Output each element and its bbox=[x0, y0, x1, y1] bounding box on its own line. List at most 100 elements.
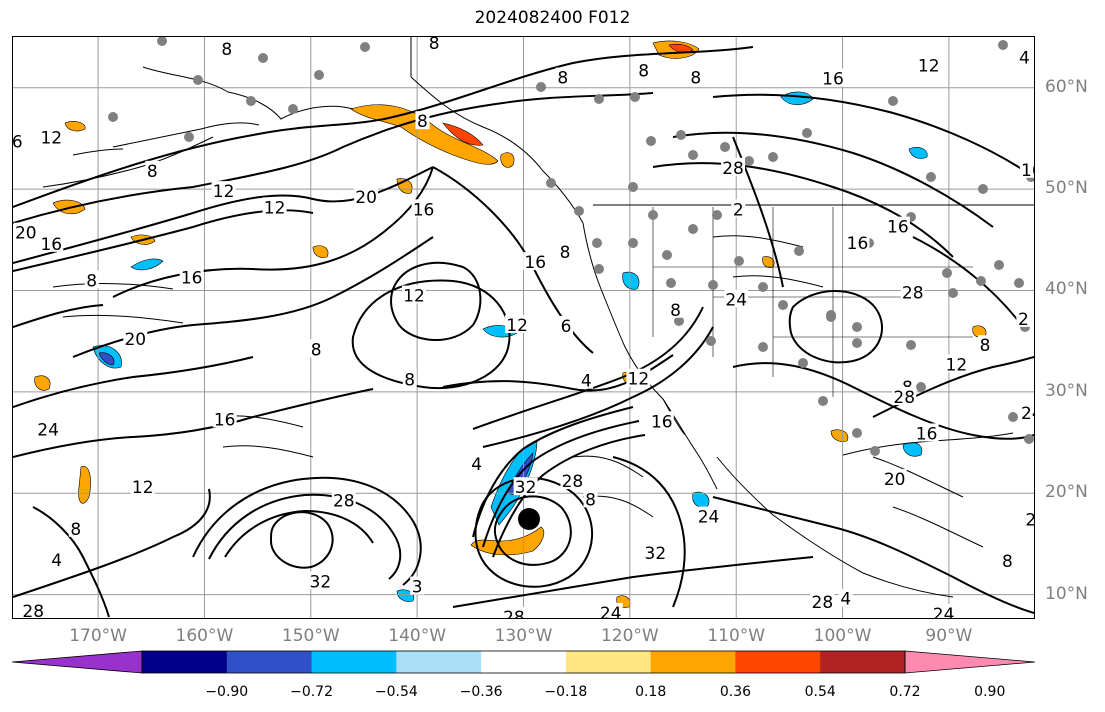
station-dot bbox=[852, 428, 862, 438]
lat-label: 30°N bbox=[1045, 380, 1088, 401]
colorbar-cell bbox=[735, 651, 821, 673]
contour-e-16 bbox=[652, 162, 954, 258]
lon-label: 120°W bbox=[600, 626, 659, 646]
contour-label: 12 bbox=[918, 56, 940, 76]
station-dot bbox=[594, 264, 604, 274]
station-dot bbox=[1008, 412, 1018, 422]
contour-label-bg bbox=[469, 453, 484, 472]
contour-label: 28 bbox=[893, 388, 915, 408]
contour-label-bg bbox=[211, 181, 236, 200]
station-dot bbox=[852, 322, 862, 332]
contour-label: 6 bbox=[13, 132, 23, 152]
contour-label-bg bbox=[555, 67, 570, 86]
station-dot bbox=[942, 268, 952, 278]
contour-label-bg bbox=[626, 368, 651, 387]
colorbar-cell bbox=[650, 651, 736, 673]
contour-label: 8 bbox=[1002, 552, 1013, 572]
contour-label: 16 bbox=[413, 200, 435, 220]
lon-label: 150°W bbox=[281, 626, 340, 646]
contour-label: 16 bbox=[181, 268, 203, 288]
colorbar-cell bbox=[565, 651, 652, 673]
aleutian-arc bbox=[42, 136, 214, 188]
station-dot bbox=[794, 246, 804, 256]
station-dot bbox=[288, 104, 298, 114]
contour-misc-3 bbox=[612, 456, 686, 608]
colorbar-tick-label: −0.90 bbox=[205, 684, 249, 700]
contour-label-bg bbox=[68, 518, 83, 537]
contour-label-bg bbox=[892, 386, 917, 405]
shade-e-blue-3 bbox=[902, 442, 923, 457]
contour-s-28 bbox=[13, 488, 211, 598]
alaska-coast bbox=[72, 66, 354, 156]
contour-label: 32 bbox=[645, 544, 667, 564]
contour-cal-12 bbox=[482, 326, 714, 448]
colorbar-cell bbox=[226, 651, 313, 673]
contour-label: 12 bbox=[132, 478, 154, 498]
shade-west-5 bbox=[78, 466, 91, 504]
contour-label-bg bbox=[308, 571, 333, 590]
contour-label-bg bbox=[145, 160, 160, 179]
contour-label-bg bbox=[944, 354, 969, 373]
contour-hurr-ring-2 bbox=[474, 477, 594, 588]
contour-label: 8 bbox=[221, 40, 232, 60]
colorbar-tick-label: −0.18 bbox=[544, 684, 588, 700]
thin-5 bbox=[712, 235, 824, 288]
colorbar-tick-label: −0.72 bbox=[290, 684, 333, 700]
contour-label: 8 bbox=[429, 37, 440, 54]
contour-label: 2 bbox=[1025, 511, 1034, 531]
hurricane-center-icon bbox=[518, 508, 540, 530]
contour-sw-24 bbox=[13, 388, 374, 458]
station-dot bbox=[734, 256, 744, 266]
station-dot bbox=[648, 210, 658, 220]
contour-label: 4 bbox=[1019, 48, 1030, 68]
contour-label: 16 bbox=[1021, 161, 1034, 181]
lat-label: 10°N bbox=[1045, 583, 1088, 604]
contour-misc-2 bbox=[32, 506, 110, 618]
contour-label: 8 bbox=[70, 520, 81, 540]
contour-label: 8 bbox=[638, 61, 649, 81]
station-dot bbox=[628, 182, 638, 192]
contour-label: 8 bbox=[557, 69, 568, 89]
station-dot bbox=[688, 150, 698, 160]
contour-label: 8 bbox=[417, 112, 428, 132]
contour-16a bbox=[112, 166, 434, 298]
station-dot bbox=[798, 358, 808, 368]
contour-label: 8 bbox=[670, 301, 681, 321]
contour-label: 32 bbox=[515, 478, 537, 498]
contour-label: 28 bbox=[333, 491, 355, 511]
contour-label-bg bbox=[415, 111, 430, 130]
contour-label: 3 bbox=[412, 578, 423, 598]
colorbar-tick-label: 0.90 bbox=[974, 684, 1006, 700]
colorbar-cell bbox=[481, 651, 567, 673]
colorbar-tick-label: 0.54 bbox=[804, 684, 836, 700]
station-dot bbox=[246, 96, 256, 106]
station-dot bbox=[906, 340, 916, 350]
contour-label-bg bbox=[931, 603, 956, 618]
contour-label: 16 bbox=[822, 70, 844, 90]
station-dot bbox=[360, 42, 370, 52]
contour-label-bg bbox=[523, 252, 548, 271]
contour-label-bg bbox=[130, 477, 155, 496]
colorbar bbox=[12, 650, 1035, 674]
colorbar-cell bbox=[820, 651, 906, 673]
contour-label: 16 bbox=[651, 412, 673, 432]
contour-label: 12 bbox=[506, 316, 528, 336]
station-dot bbox=[994, 260, 1004, 270]
lat-label: 40°N bbox=[1045, 279, 1088, 300]
map-canvas: 8888816124612812122016816812126412168242… bbox=[13, 37, 1034, 618]
contour-label-bg bbox=[810, 591, 835, 610]
lat-label: 50°N bbox=[1045, 178, 1088, 199]
station-dot bbox=[708, 280, 718, 290]
lat-label: 20°N bbox=[1045, 482, 1088, 503]
contour-label-bg bbox=[978, 335, 993, 354]
contour-label: 16 bbox=[916, 424, 938, 444]
colorbar-tick-label: 0.36 bbox=[719, 684, 752, 700]
contour-label-bg bbox=[598, 602, 623, 618]
lon-label: 90°W bbox=[925, 626, 973, 646]
contour-label: 20 bbox=[15, 224, 37, 244]
thin-contours bbox=[52, 235, 984, 548]
station-dot bbox=[314, 70, 324, 80]
lon-label: 110°W bbox=[707, 626, 766, 646]
colorbar-cells bbox=[12, 650, 1035, 674]
contour-label-bg bbox=[916, 55, 941, 74]
